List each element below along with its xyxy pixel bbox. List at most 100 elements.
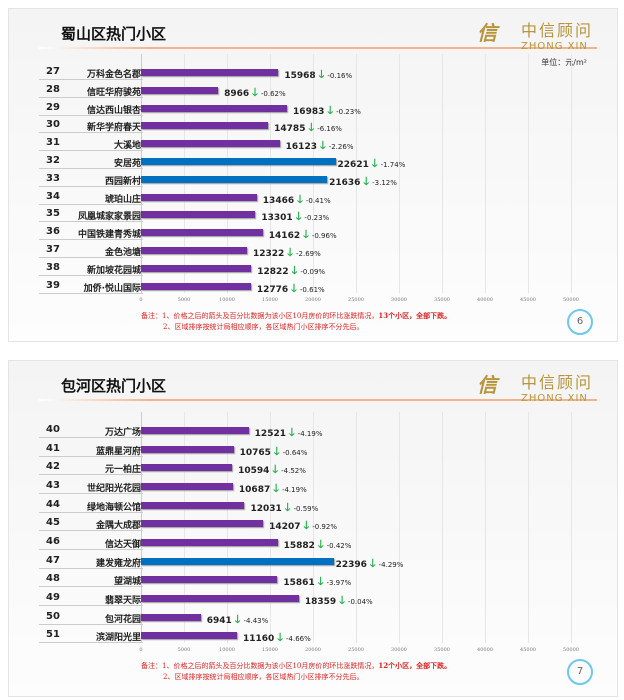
price-value: 14162: [268, 231, 301, 242]
x-tick-label: 50000: [563, 647, 579, 653]
value-label: 11160 🡓 -4.66%: [243, 629, 311, 648]
x-tick-label: 15000: [262, 297, 278, 303]
down-arrow-icon: 🡓: [284, 500, 291, 514]
community-name: 信旺华府骏苑: [86, 87, 141, 98]
bar-row: 46 信达天御 15882 🡓 -0.42%: [9, 534, 617, 551]
x-tick-label: 10000: [219, 297, 235, 303]
bar[interactable]: [141, 122, 269, 130]
price-value: 15861: [283, 578, 315, 589]
price-value: 22621: [337, 160, 369, 170]
gridline: [528, 412, 529, 643]
value-label: 12322 🡓 -2.69%: [253, 244, 321, 263]
rank-label: 46: [46, 535, 60, 547]
community-name: 琥珀山庄: [104, 194, 141, 205]
footnote: 备注：1、价格之后的箭头及百分比数据为该小区10月房价的环比涨跌情况，13个小区…: [141, 310, 451, 333]
down-arrow-icon: 🡓: [287, 246, 294, 259]
row-divider: [39, 437, 143, 438]
down-arrow-icon: 🡓: [327, 103, 334, 117]
bar[interactable]: [141, 427, 249, 434]
rank-label: 40: [46, 424, 60, 435]
down-arrow-icon: 🡓: [273, 481, 279, 495]
bar-row: 30 新华学府春天 14785 🡓 -6.16%: [9, 117, 617, 134]
bar[interactable]: [141, 501, 245, 509]
community-name: 绿地海顿公馆: [86, 502, 141, 513]
bar[interactable]: [141, 632, 237, 640]
bar[interactable]: [141, 282, 251, 290]
change-percent: -0.96%: [311, 232, 337, 241]
bar[interactable]: [141, 464, 233, 472]
bar[interactable]: [141, 211, 256, 219]
row-divider: [39, 239, 143, 241]
rank-label: 31: [46, 137, 60, 149]
gridline: [442, 54, 443, 293]
bar[interactable]: [141, 247, 247, 254]
bar[interactable]: [141, 557, 334, 565]
rank-label: 44: [46, 498, 60, 510]
bar[interactable]: [141, 140, 280, 148]
bar-row: 49 翡翠天际 18359 🡓 -0.04%: [9, 590, 617, 607]
change-percent: -0.64%: [282, 448, 308, 457]
down-arrow-icon: 🡓: [295, 210, 302, 224]
header-divider: [39, 399, 597, 401]
bar[interactable]: [141, 158, 336, 165]
community-name: 安居苑: [113, 159, 141, 169]
rank-label: 36: [46, 226, 60, 238]
x-tick-label: 35000: [434, 647, 450, 653]
change-percent: -0.09%: [300, 267, 326, 276]
value-label: 8966 🡓 -0.62%: [224, 84, 286, 103]
footnote-line1-highlight: 13个小区，全部下跌。: [378, 311, 452, 320]
x-tick-label: 20000: [305, 647, 321, 653]
bar[interactable]: [141, 229, 263, 237]
rank-label: 29: [46, 101, 60, 113]
change-percent: -2.26%: [328, 143, 354, 152]
price-value: 15882: [283, 540, 315, 551]
change-percent: -4.66%: [286, 635, 311, 644]
value-label: 18359 🡓 -0.04%: [305, 592, 373, 611]
x-tick-label: 30000: [391, 297, 407, 303]
change-percent: -3.97%: [326, 579, 352, 588]
gridline: [356, 412, 357, 643]
logo-text-en: ZHONG XIN: [520, 41, 588, 52]
row-divider: [39, 114, 143, 116]
price-value: 21636: [329, 177, 361, 188]
price-value: 16983: [293, 106, 325, 117]
bar[interactable]: [141, 86, 219, 94]
bar[interactable]: [141, 482, 233, 490]
change-percent: -0.62%: [260, 89, 286, 98]
bar[interactable]: [141, 538, 278, 546]
bar[interactable]: [141, 69, 279, 76]
row-divider: [39, 642, 143, 644]
bar[interactable]: [141, 264, 252, 272]
rank-label: 49: [46, 591, 60, 603]
bar[interactable]: [141, 613, 201, 621]
gridline: [442, 412, 443, 643]
bar-row: 29 信达西山银杏 16983 🡓 -0.23%: [9, 100, 617, 117]
change-percent: -4.52%: [281, 467, 306, 476]
down-arrow-icon: 🡓: [277, 631, 284, 645]
gridline: [485, 54, 486, 293]
gridline: [227, 54, 228, 293]
price-value: 12822: [257, 266, 289, 277]
community-name: 包河花园: [104, 614, 141, 625]
price-value: 13301: [261, 213, 293, 224]
bar[interactable]: [141, 520, 264, 528]
community-name: 万达广场: [104, 428, 141, 438]
value-label: 12822 🡓 -0.09%: [257, 262, 325, 281]
value-label: 14785 🡓 -6.16%: [274, 119, 342, 138]
down-arrow-icon: 🡓: [303, 519, 310, 533]
rank-label: 35: [46, 208, 60, 220]
community-name: 金色池塘: [104, 248, 141, 258]
value-label: 15968 🡓 -0.16%: [284, 66, 352, 85]
bar[interactable]: [141, 104, 288, 112]
bar[interactable]: [141, 594, 299, 602]
value-label: 13466 🡓 -0.41%: [263, 191, 331, 210]
price-value: 10765: [239, 447, 271, 458]
bar[interactable]: [141, 576, 278, 584]
bar[interactable]: [141, 193, 257, 201]
price-value: 14785: [274, 124, 306, 135]
down-arrow-icon: 🡓: [317, 575, 324, 589]
bar[interactable]: [141, 445, 234, 453]
bar-row: 51 滨湖阳光里 11160 🡓 -4.66%: [9, 627, 617, 644]
community-name: 新加坡花园城: [86, 265, 141, 276]
bar[interactable]: [141, 175, 328, 183]
